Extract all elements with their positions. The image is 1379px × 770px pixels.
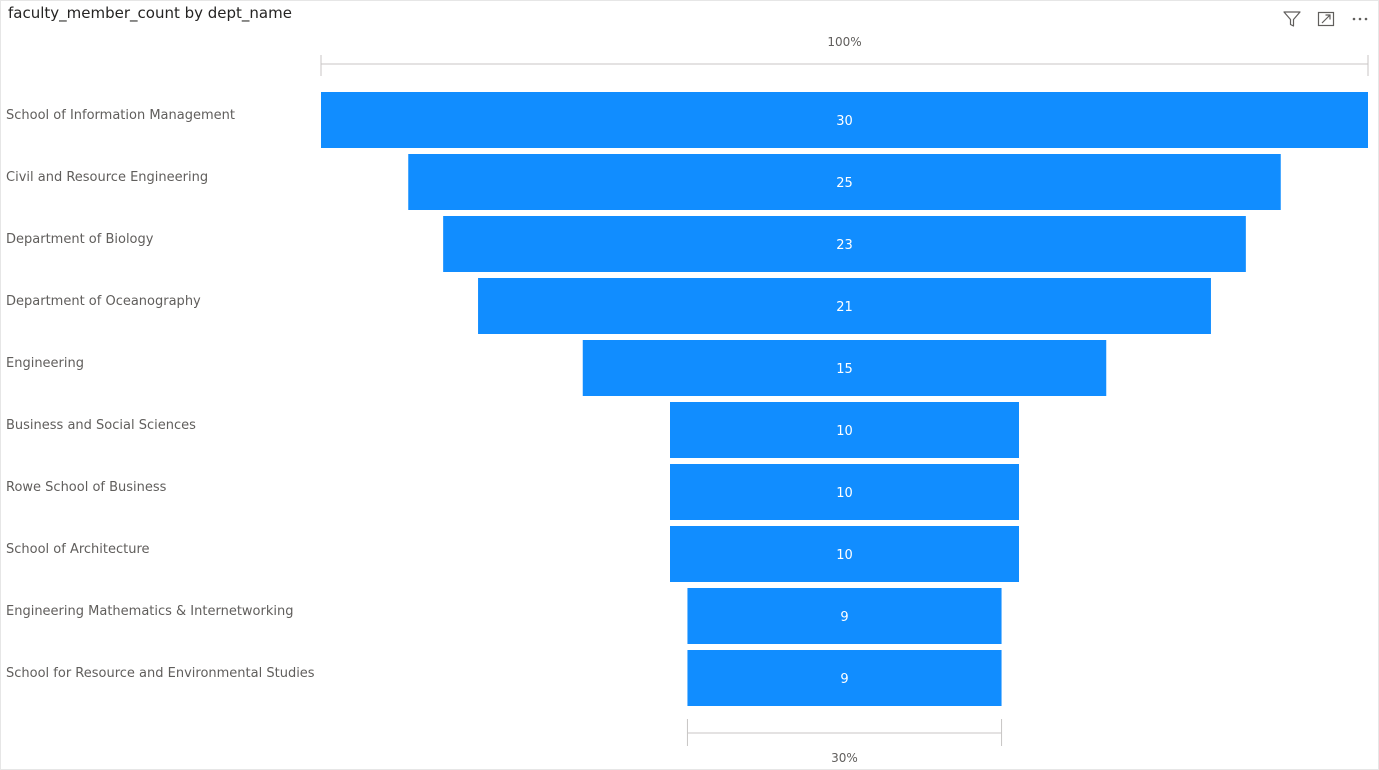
bar-value-label: 30 [836, 114, 853, 129]
more-options-icon[interactable] [1348, 8, 1372, 30]
category-label: School for Resource and Environmental St… [6, 666, 315, 681]
bar-value-label: 10 [836, 548, 853, 563]
top-percent-label: 100% [827, 35, 861, 49]
visual-header-toolbar [1280, 8, 1372, 30]
bar-value-label: 10 [836, 424, 853, 439]
funnel-bar[interactable] [478, 278, 1211, 334]
bar-value-label: 10 [836, 486, 853, 501]
funnel-bar[interactable] [408, 154, 1281, 210]
category-label: Civil and Resource Engineering [6, 170, 208, 185]
category-label: Department of Oceanography [6, 294, 201, 309]
bar-value-label: 15 [836, 362, 853, 377]
funnel-bar[interactable] [670, 464, 1019, 520]
category-label: Department of Biology [6, 232, 154, 247]
bottom-percent-label: 30% [831, 751, 858, 765]
funnel-bar[interactable] [670, 402, 1019, 458]
funnel-bar[interactable] [670, 526, 1019, 582]
category-label: Engineering Mathematics & Internetworkin… [6, 604, 294, 619]
filter-icon[interactable] [1280, 8, 1304, 30]
category-label: School of Information Management [6, 108, 235, 123]
bar-value-label: 25 [836, 176, 853, 191]
funnel-bar[interactable] [321, 92, 1368, 148]
funnel-bar[interactable] [443, 216, 1246, 272]
bar-value-label: 9 [840, 672, 848, 687]
category-label: Rowe School of Business [6, 480, 167, 495]
bar-value-label: 23 [836, 238, 853, 253]
bar-value-label: 21 [836, 300, 853, 315]
category-label: School of Architecture [6, 542, 150, 557]
category-label: Engineering [6, 356, 84, 371]
chart-title: faculty_member_count by dept_name [8, 4, 292, 22]
funnel-bar[interactable] [687, 588, 1002, 644]
funnel-bar[interactable] [582, 340, 1107, 396]
category-label: Business and Social Sciences [6, 418, 196, 433]
funnel-bar[interactable] [687, 650, 1002, 706]
bar-value-label: 9 [840, 610, 848, 625]
focus-mode-icon[interactable] [1314, 8, 1338, 30]
